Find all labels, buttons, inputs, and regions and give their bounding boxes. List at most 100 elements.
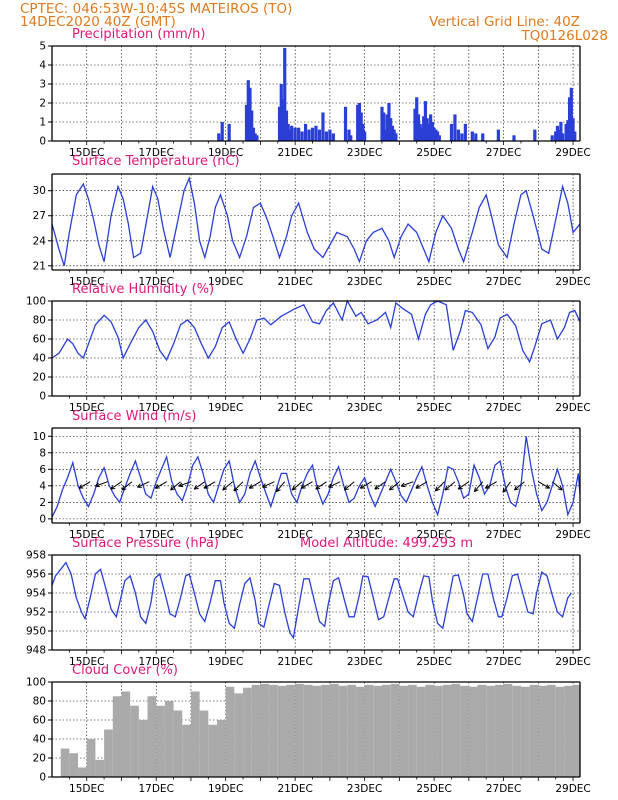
precip-bar bbox=[255, 135, 259, 141]
wind-arrow bbox=[291, 481, 303, 491]
precip-bar bbox=[250, 110, 254, 141]
wind-arrow bbox=[374, 481, 386, 490]
wind-arrow-head bbox=[233, 488, 239, 492]
xtick-label: 29DEC bbox=[555, 656, 590, 668]
cloud-bar bbox=[555, 686, 565, 777]
wind-arrow-head bbox=[248, 484, 253, 489]
xtick-label: 19DEC bbox=[208, 656, 243, 668]
wind-arrow bbox=[222, 481, 233, 491]
precip-bar bbox=[496, 129, 500, 141]
cloud-bar bbox=[138, 720, 148, 777]
wind-arrow-shaft bbox=[248, 481, 261, 489]
cloud-bar bbox=[382, 684, 391, 777]
xtick-label: 17DEC bbox=[138, 656, 173, 668]
wind-arrow-shaft bbox=[301, 481, 313, 489]
precip-bar bbox=[357, 103, 362, 141]
wind-arrow-head bbox=[328, 483, 332, 488]
precip-bar bbox=[418, 123, 422, 141]
xtick-label: 25DEC bbox=[416, 656, 451, 668]
header-run-code: TQ0126L028 bbox=[520, 28, 608, 44]
wind-arrow-shaft bbox=[400, 481, 414, 487]
precip-bar bbox=[550, 135, 554, 141]
wind-arrow-head bbox=[502, 489, 508, 493]
cloud-bar bbox=[468, 686, 478, 777]
cloud-bar bbox=[408, 684, 417, 777]
precip-bar bbox=[244, 104, 249, 141]
panel-1: Precipitation (mm/h) 0 1 2 3 4 5 15DEC 17DEC 19DE… bbox=[39, 27, 590, 159]
wind-arrow-head bbox=[222, 488, 228, 491]
ytick-label: 20 bbox=[33, 753, 46, 765]
ytick-label: 20 bbox=[33, 372, 46, 384]
wind-arrow bbox=[538, 481, 550, 489]
precip-bar bbox=[387, 103, 391, 141]
precip-bar bbox=[331, 133, 335, 141]
wind-arrow-head bbox=[415, 484, 419, 489]
xtick-label: 19DEC bbox=[208, 147, 243, 159]
cloud-bar bbox=[112, 696, 122, 777]
precip-bar bbox=[383, 129, 388, 141]
xtick-label: 27DEC bbox=[486, 276, 521, 288]
xtick-label: 27DEC bbox=[486, 402, 521, 414]
xtick-label: 23DEC bbox=[347, 402, 382, 414]
ytick-label: 956 bbox=[26, 569, 46, 581]
xtick-label: 25DEC bbox=[416, 147, 451, 159]
wind-arrow bbox=[444, 481, 456, 491]
cloud-bar bbox=[486, 685, 495, 777]
wind-arrow-shaft bbox=[155, 481, 167, 489]
wind-arrow-shaft bbox=[110, 481, 122, 490]
wind-arrow-shaft bbox=[315, 481, 327, 490]
precip-bar bbox=[533, 129, 537, 141]
wind-arrow-shaft bbox=[291, 481, 303, 491]
series-line bbox=[51, 436, 581, 518]
wind-arrow bbox=[178, 481, 192, 488]
wind-arrow-head bbox=[178, 482, 183, 487]
xtick-label: 19DEC bbox=[208, 276, 243, 288]
wind-arrow-head bbox=[170, 488, 176, 491]
wind-arrow-shaft bbox=[374, 481, 386, 490]
xtick-label: 27DEC bbox=[486, 147, 521, 159]
wind-arrow-head bbox=[121, 488, 127, 491]
wind-arrow bbox=[343, 481, 355, 491]
precip-bar bbox=[481, 133, 485, 141]
wind-arrow bbox=[502, 481, 511, 493]
wind-arrow-head bbox=[388, 485, 392, 491]
wind-arrow bbox=[514, 481, 525, 491]
wind-arrow-head bbox=[154, 484, 159, 489]
wind-arrow-shaft bbox=[170, 481, 181, 491]
precip-bar bbox=[347, 129, 351, 141]
cloud-bar bbox=[355, 686, 365, 777]
cloud-bar bbox=[399, 685, 409, 777]
precip-bar bbox=[435, 131, 440, 141]
precip-bar bbox=[427, 123, 431, 141]
xtick-label: 21DEC bbox=[277, 147, 312, 159]
cloud-bar bbox=[529, 684, 539, 777]
precip-bar bbox=[293, 127, 297, 141]
wind-arrow-head bbox=[203, 484, 207, 489]
wind-arrow bbox=[484, 481, 497, 489]
wind-arrow-shaft bbox=[203, 481, 216, 489]
wind-arrow-head bbox=[300, 484, 305, 489]
ytick-label: 100 bbox=[26, 677, 46, 689]
panel-6: Cloud Cover (%) 0 20 40 60 80 100 15DEC 17DEC 19D… bbox=[26, 663, 591, 795]
wind-arrow-head bbox=[170, 485, 173, 491]
xtick-label: 29DEC bbox=[555, 147, 590, 159]
precip-bar bbox=[217, 133, 221, 141]
ytick-label: 30 bbox=[33, 185, 46, 197]
ytick-label: 6 bbox=[39, 464, 46, 476]
xtick-label: 17DEC bbox=[138, 147, 173, 159]
wind-arrow bbox=[388, 481, 400, 491]
wind-arrow bbox=[203, 481, 216, 489]
precip-bar bbox=[460, 133, 464, 141]
precip-bar bbox=[422, 116, 426, 141]
wind-arrow-shaft bbox=[514, 481, 525, 491]
precip-bar bbox=[413, 108, 417, 141]
precip-bar bbox=[251, 127, 256, 141]
wind-arrow-head bbox=[137, 483, 141, 488]
ytick-label: 952 bbox=[26, 607, 46, 619]
wind-arrow bbox=[400, 481, 414, 488]
precip-bar bbox=[463, 123, 467, 141]
wind-arrow-head bbox=[444, 488, 450, 491]
wind-arrow-head bbox=[95, 482, 99, 487]
precip-bar bbox=[430, 122, 434, 141]
